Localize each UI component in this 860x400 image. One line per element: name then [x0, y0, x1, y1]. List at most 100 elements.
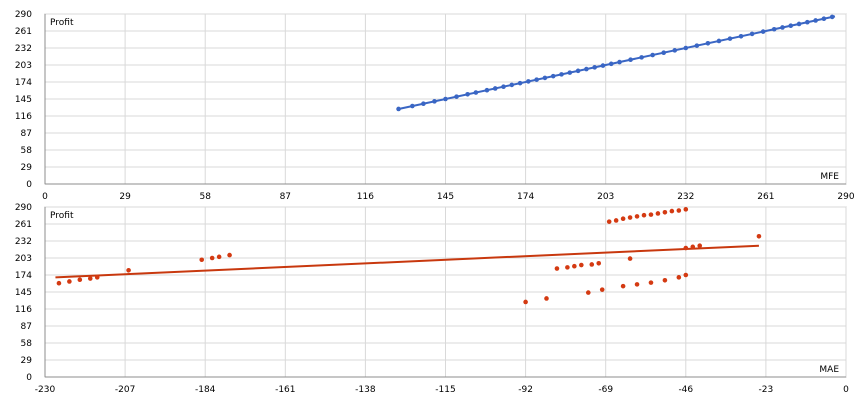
data-point [690, 244, 696, 250]
data-point [780, 25, 785, 30]
data-point [608, 61, 614, 67]
data-point [550, 73, 556, 79]
data-point [641, 212, 647, 218]
data-point [749, 31, 755, 37]
data-point [620, 283, 626, 289]
data-point [523, 299, 528, 305]
y-tick-label: 290 [15, 10, 32, 20]
x-tick-label: 87 [280, 192, 291, 200]
data-point [396, 106, 401, 112]
y-tick-label: 232 [15, 44, 32, 54]
data-point [617, 59, 622, 65]
x-tick-label: -92 [518, 385, 533, 395]
data-point [67, 279, 72, 284]
y-tick-label: 203 [15, 254, 32, 264]
data-point [669, 208, 675, 214]
data-point [589, 262, 595, 267]
data-point [694, 43, 700, 48]
data-point [216, 254, 222, 260]
data-point [676, 275, 682, 280]
data-point [77, 277, 83, 282]
data-point [628, 57, 633, 63]
x-tick-label: 58 [199, 192, 211, 200]
data-point [559, 72, 564, 77]
data-point [627, 215, 633, 220]
data-point [509, 82, 515, 88]
x-tick-label: -115 [435, 385, 455, 395]
x-tick-label: -69 [598, 385, 613, 395]
data-point [575, 68, 581, 74]
x-tick-label: 232 [677, 192, 694, 200]
x-tick-label: 145 [437, 192, 454, 200]
y-tick-label: 87 [21, 322, 32, 332]
data-point [596, 260, 602, 266]
data-point [788, 23, 794, 29]
data-point [760, 29, 766, 34]
x-tick-label: -46 [678, 385, 693, 395]
x-tick-label: 203 [597, 192, 614, 200]
data-point [662, 209, 668, 215]
data-point [585, 290, 591, 295]
data-point [650, 52, 655, 58]
x-tick-label: 290 [837, 192, 854, 200]
y-tick-label: 261 [15, 27, 32, 37]
data-point [606, 219, 612, 224]
y-axis-title: Profit [50, 211, 74, 221]
data-point [648, 280, 654, 285]
data-point [421, 101, 426, 106]
data-point [655, 211, 661, 216]
data-point [676, 208, 682, 213]
data-point [627, 256, 633, 261]
data-point [683, 45, 689, 51]
data-point [554, 266, 560, 271]
data-point [227, 252, 232, 258]
y-axis-title: Profit [50, 18, 74, 28]
data-point [492, 86, 498, 91]
y-tick-label: 29 [21, 163, 33, 173]
data-point [613, 218, 619, 223]
y-tick-label: 29 [21, 356, 33, 366]
y-tick-label: 290 [15, 203, 32, 213]
x-tick-label: -161 [275, 385, 295, 395]
data-point [567, 70, 573, 75]
data-point [432, 99, 437, 104]
data-point [634, 282, 640, 287]
data-point [683, 207, 689, 212]
data-point [705, 41, 711, 46]
data-point [620, 216, 626, 222]
data-point [821, 16, 827, 21]
x-tick-label: 174 [517, 192, 534, 200]
y-tick-label: 0 [26, 373, 32, 383]
y-tick-label: 261 [15, 220, 32, 230]
y-tick-label: 232 [15, 237, 32, 247]
data-point [796, 21, 802, 27]
x-axis-title: MFE [820, 172, 839, 182]
x-tick-label: -23 [759, 385, 774, 395]
data-point [454, 94, 459, 99]
data-point [634, 214, 640, 219]
data-point [672, 48, 678, 53]
data-point [87, 276, 93, 281]
x-tick-label: 116 [357, 192, 374, 200]
data-point [648, 212, 654, 217]
y-tick-label: 116 [15, 112, 32, 122]
data-point [517, 80, 523, 86]
data-point [473, 90, 479, 95]
data-point [716, 38, 722, 44]
data-point [771, 26, 777, 32]
data-point [526, 79, 531, 84]
data-point [738, 33, 744, 39]
y-tick-label: 174 [15, 271, 32, 281]
data-point [579, 262, 584, 268]
data-point [565, 265, 570, 270]
y-tick-label: 58 [21, 339, 33, 349]
data-point [662, 277, 668, 283]
data-point [683, 245, 689, 251]
data-point [697, 243, 703, 248]
data-point [544, 296, 549, 301]
data-point [126, 268, 131, 273]
data-point [661, 50, 667, 55]
data-point [534, 77, 539, 82]
